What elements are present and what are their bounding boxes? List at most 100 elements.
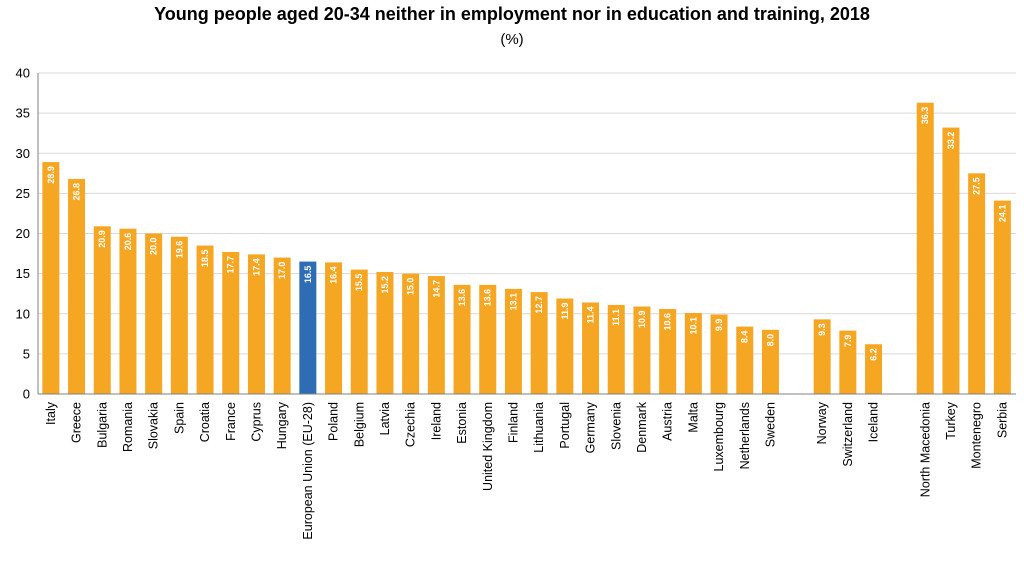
data-label: 33.2 — [946, 132, 956, 150]
chart-subtitle: (%) — [500, 31, 524, 48]
data-label: 17.0 — [277, 262, 287, 280]
x-tick-label: Hungary — [275, 401, 289, 449]
data-label: 16.5 — [303, 266, 313, 284]
x-tick-label: Austria — [661, 402, 675, 441]
data-label: 11.4 — [586, 307, 596, 324]
x-tick-label: Estonia — [455, 402, 469, 444]
bar-montenegro — [968, 173, 986, 394]
bar-estonia — [453, 284, 471, 394]
x-tick-label: Sweden — [763, 402, 777, 447]
data-label: 13.6 — [457, 289, 467, 307]
x-tick-label: Lithuania — [532, 402, 546, 453]
data-label: 16.4 — [329, 266, 339, 284]
chart-title: Young people aged 20-34 neither in emplo… — [154, 4, 870, 24]
x-tick-label: Iceland — [867, 402, 881, 442]
bar-united-kingdom — [479, 284, 497, 394]
data-label: 10.6 — [663, 313, 673, 331]
data-label: 15.2 — [380, 276, 390, 294]
y-tick-label: 20 — [16, 226, 30, 241]
axes: 0 5 10 15 20 25 30 35 40 Italy Greece Bulgaria Roman… — [16, 66, 1016, 540]
data-label: 7.9 — [843, 335, 853, 348]
data-label: 6.2 — [869, 348, 879, 361]
bar-lithuania — [530, 292, 548, 394]
bar-portugal — [556, 298, 574, 394]
data-label: 24.1 — [997, 205, 1007, 223]
x-tick-label: Bulgaria — [95, 402, 109, 448]
x-tick-label: Norway — [815, 401, 829, 444]
x-tick-label: Romania — [121, 402, 135, 452]
x-tick-label: Luxembourg — [712, 402, 726, 472]
data-label: 13.6 — [483, 289, 493, 307]
data-label: 13.1 — [508, 293, 518, 311]
bar-denmark — [633, 306, 651, 394]
data-label: 20.0 — [149, 238, 159, 256]
bar-slovakia — [145, 233, 163, 394]
data-label: 36.3 — [920, 107, 930, 125]
y-tick-label: 25 — [16, 186, 30, 201]
bar-slovenia — [607, 304, 625, 394]
y-tick-label: 0 — [23, 387, 30, 402]
y-tick-label: 10 — [16, 306, 30, 321]
bar-luxembourg — [710, 314, 728, 394]
bar-serbia — [993, 200, 1011, 394]
x-tick-label: Cyprus — [249, 402, 263, 442]
bar-finland — [504, 288, 522, 394]
data-label: 15.0 — [406, 278, 416, 296]
data-label: 26.8 — [72, 183, 82, 201]
data-label: 19.6 — [174, 241, 184, 259]
x-tick-label: Switzerland — [841, 402, 855, 467]
data-label: 18.5 — [200, 250, 210, 268]
bar-cyprus — [247, 254, 265, 394]
bar-ireland — [427, 276, 445, 394]
x-tick-label: Malta — [686, 402, 700, 433]
x-tick-label: Poland — [327, 402, 341, 441]
data-label: 8.4 — [740, 331, 750, 344]
bar-france — [222, 251, 240, 394]
data-label: 20.9 — [97, 230, 107, 248]
data-label: 11.1 — [611, 309, 621, 326]
x-tick-label: United Kingdom — [481, 402, 495, 491]
bar-bulgaria — [93, 226, 111, 394]
x-tick-label: Turkey — [944, 401, 958, 439]
x-tick-label: Ireland — [429, 402, 443, 440]
x-tick-label: Portugal — [558, 402, 572, 449]
data-label: 9.9 — [714, 319, 724, 332]
data-label: 27.5 — [972, 177, 982, 195]
x-tick-label: Netherlands — [738, 402, 752, 469]
bar-romania — [119, 228, 137, 394]
x-tick-label: Spain — [172, 402, 186, 434]
x-tick-label: Belgium — [352, 402, 366, 447]
bar-latvia — [376, 272, 394, 394]
bar-hungary — [273, 257, 291, 394]
bar-belgium — [350, 269, 368, 394]
data-label: 12.7 — [534, 296, 544, 314]
x-tick-label: Montenegro — [970, 402, 984, 469]
bar-iceland — [865, 344, 883, 394]
data-label: 11.9 — [560, 303, 570, 320]
x-tick-label: North Macedonia — [918, 402, 932, 497]
x-tick-label: Finland — [506, 402, 520, 443]
x-tick-label: France — [224, 402, 238, 441]
data-label: 14.7 — [431, 280, 441, 298]
x-tick-label: Italy — [44, 401, 58, 425]
x-tick-label: Germany — [584, 401, 598, 453]
bar-austria — [659, 308, 677, 394]
x-tick-label: Czechia — [404, 402, 418, 447]
bar-poland — [325, 262, 343, 394]
bar-sweden — [761, 329, 779, 394]
y-tick-label: 5 — [23, 346, 30, 361]
y-tick-label: 35 — [16, 106, 30, 121]
bar-spain — [170, 236, 188, 394]
x-tick-label: Slovakia — [147, 402, 161, 449]
bar-italy — [42, 162, 60, 394]
bar-netherlands — [736, 326, 754, 394]
data-label: 20.6 — [123, 233, 133, 251]
bar-germany — [582, 302, 600, 394]
x-tick-label: European Union (EU-28) — [301, 402, 315, 540]
bar-malta — [684, 312, 702, 394]
bar-north-macedonia — [916, 102, 934, 394]
data-label: 9.3 — [817, 323, 827, 336]
y-tick-label: 30 — [16, 146, 30, 161]
data-label: 17.7 — [226, 256, 236, 274]
